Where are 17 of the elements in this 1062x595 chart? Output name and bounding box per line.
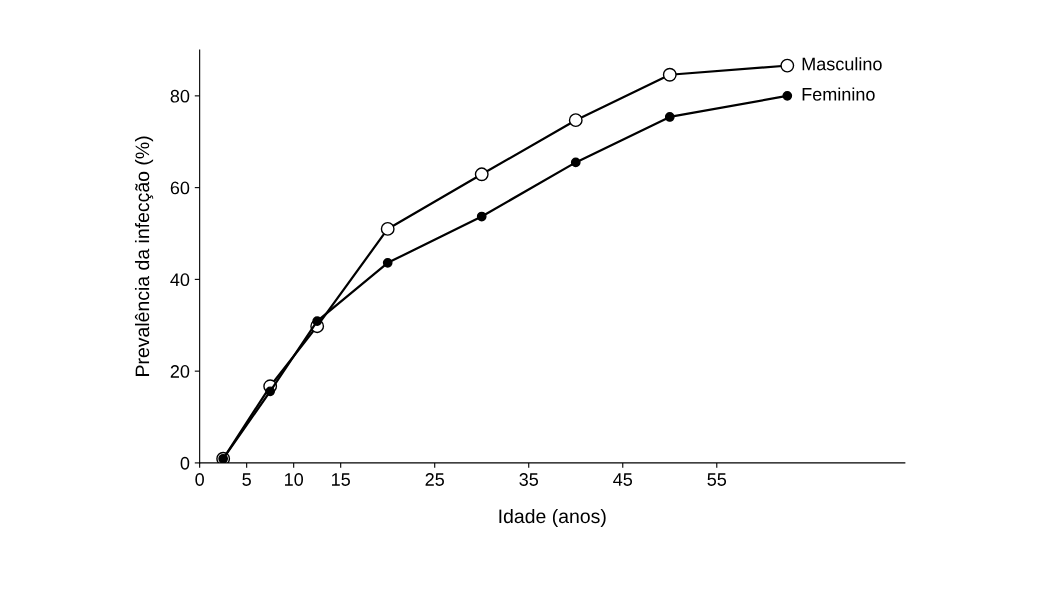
x-tick-label: 55 (707, 473, 727, 486)
y-axis-title: Prevalência da infecção (%) (134, 136, 154, 376)
x-tick-label: 0 (195, 473, 204, 486)
x-tick-label: 10 (285, 473, 304, 486)
x-axis-title: Idade (anos) (499, 508, 606, 528)
y-tick-label: 40 (170, 273, 190, 287)
x-tick-label: 35 (519, 473, 539, 486)
y-tick-label: 0 (180, 456, 190, 470)
y-tick-label: 20 (170, 365, 190, 378)
x-tick-label: 25 (425, 473, 444, 486)
x-tick-label: 15 (332, 473, 350, 486)
x-tick-label: 5 (242, 473, 251, 486)
x-tick-label: 45 (613, 473, 633, 486)
series-label: Feminino (802, 87, 875, 101)
y-tick-label: 80 (170, 89, 190, 103)
series-label: Masculino (802, 57, 882, 71)
y-tick-label: 60 (170, 181, 190, 195)
